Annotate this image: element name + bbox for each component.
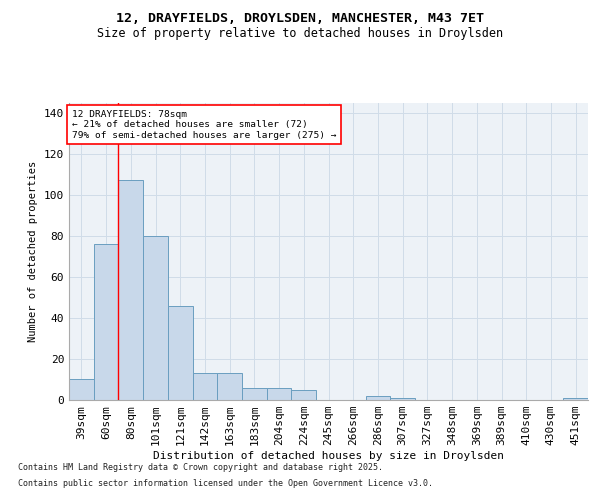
Bar: [118, 180, 143, 400]
Bar: [193, 374, 217, 400]
Bar: [242, 388, 267, 400]
Text: Size of property relative to detached houses in Droylsden: Size of property relative to detached ho…: [97, 28, 503, 40]
Bar: [217, 374, 242, 400]
Text: 12, DRAYFIELDS, DROYLSDEN, MANCHESTER, M43 7ET: 12, DRAYFIELDS, DROYLSDEN, MANCHESTER, M…: [116, 12, 484, 26]
Text: Contains HM Land Registry data © Crown copyright and database right 2025.: Contains HM Land Registry data © Crown c…: [18, 464, 383, 472]
Bar: [143, 236, 168, 400]
Bar: [563, 398, 588, 400]
Bar: [365, 396, 390, 400]
Text: Contains public sector information licensed under the Open Government Licence v3: Contains public sector information licen…: [18, 478, 433, 488]
X-axis label: Distribution of detached houses by size in Droylsden: Distribution of detached houses by size …: [153, 451, 504, 461]
Bar: [94, 244, 118, 400]
Text: 12 DRAYFIELDS: 78sqm
← 21% of detached houses are smaller (72)
79% of semi-detac: 12 DRAYFIELDS: 78sqm ← 21% of detached h…: [71, 110, 336, 140]
Bar: [168, 306, 193, 400]
Y-axis label: Number of detached properties: Number of detached properties: [28, 160, 38, 342]
Bar: [69, 380, 94, 400]
Bar: [292, 390, 316, 400]
Bar: [267, 388, 292, 400]
Bar: [390, 398, 415, 400]
